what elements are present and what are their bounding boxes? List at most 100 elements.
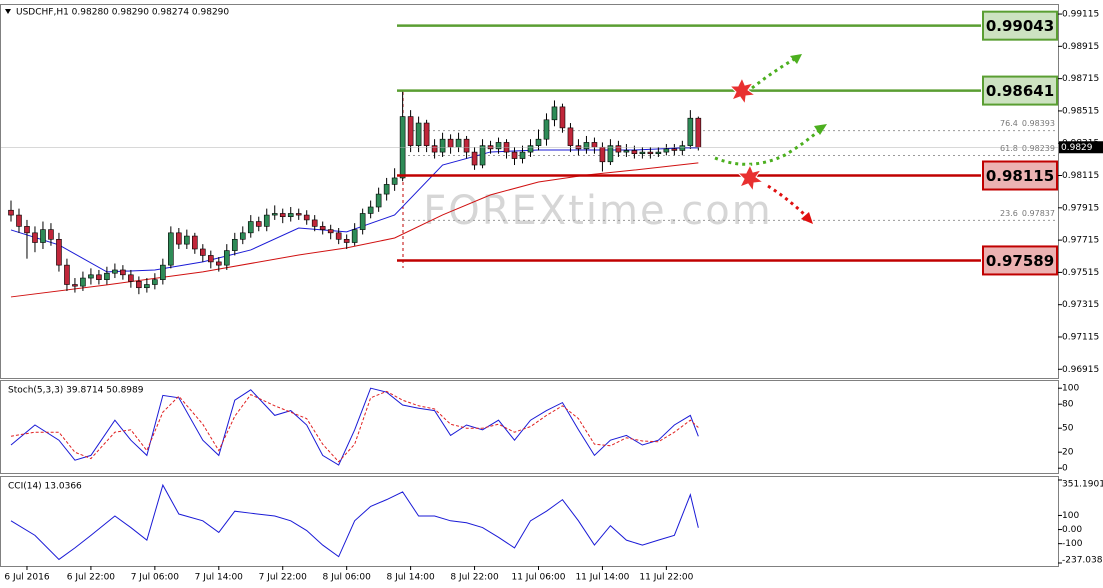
candle-body (679, 145, 686, 151)
candle-body (671, 148, 678, 151)
candle-body (471, 151, 478, 166)
candle-body (591, 142, 598, 148)
fib-label: 23.6 (1000, 209, 1018, 218)
level-box (982, 10, 1058, 41)
y-tick-label: 0.98915 (1062, 42, 1099, 52)
y-tick-label: 0 (1062, 464, 1068, 474)
breakout-icon (728, 76, 757, 106)
candle-body (8, 209, 14, 216)
x-tick-label: 7 Jul 06:00 (131, 573, 180, 583)
x-tick-label: 11 Jul 22:00 (639, 573, 693, 583)
arrow-head (790, 54, 802, 64)
candle-body (607, 145, 614, 163)
level-box (982, 245, 1058, 276)
y-tick-label: 100 (1062, 384, 1079, 394)
candle-body (375, 193, 382, 208)
indicator-line (10, 390, 699, 463)
breakout-icon (736, 163, 765, 193)
y-tick-label: 50 (1062, 424, 1074, 434)
bull-arrow (714, 126, 823, 166)
candle-body (551, 106, 558, 121)
level-label: 0.97589 (986, 252, 1054, 270)
y-tick-label: 0.97315 (1062, 300, 1099, 310)
y-tick-label: 0.98515 (1062, 106, 1099, 116)
fib-value: 0.97837 (1022, 209, 1055, 218)
candle-body (695, 117, 702, 148)
x-tick-label: 11 Jul 06:00 (511, 573, 565, 583)
y-tick-label: 0.97115 (1062, 332, 1099, 342)
candle-body (303, 214, 310, 221)
candle-body (335, 232, 342, 240)
candle-body (319, 226, 326, 230)
candle-body (383, 184, 390, 195)
candle-body (208, 255, 214, 263)
candle-body (535, 138, 542, 146)
y-tick-label: 0.96915 (1062, 365, 1099, 375)
y-tick-label: 0.97715 (1062, 236, 1099, 246)
candle-body (96, 274, 102, 280)
candle-body (623, 150, 630, 153)
candle-body (559, 106, 566, 129)
candle-body (543, 119, 550, 140)
candle-body (24, 226, 30, 234)
x-tick-label: 8 Jul 22:00 (450, 573, 499, 583)
candle-body (495, 142, 502, 150)
candle-body (431, 145, 438, 153)
candle-body (599, 146, 606, 163)
level-box (982, 160, 1058, 191)
candle-body (144, 284, 150, 289)
x-tick-label: 11 Jul 14:00 (575, 573, 629, 583)
candle-body (215, 261, 222, 266)
candle-body (112, 269, 118, 274)
y-tick-label: 20 (1062, 448, 1074, 458)
candle-body (519, 151, 526, 159)
fib-label: 61.8 (1000, 144, 1018, 153)
candle-body (343, 238, 350, 243)
candle-body (407, 116, 414, 146)
candle-body (120, 269, 126, 276)
candle-body (311, 219, 318, 227)
candle-body (511, 151, 518, 159)
stoch-title: Stoch(5,3,3) 39.8714 50.8989 (8, 386, 144, 396)
candle-body (639, 151, 646, 155)
candle-body (80, 277, 86, 287)
candle-body (32, 232, 38, 243)
candle-body (287, 213, 294, 217)
price-panel (0, 4, 1059, 379)
arrow-head (814, 124, 827, 135)
y-tick-label: 0.98115 (1062, 171, 1099, 181)
candle-body (351, 229, 358, 243)
candle-body (655, 151, 662, 155)
candle-body (279, 213, 286, 217)
candle-body (255, 221, 262, 227)
annotations (714, 54, 827, 224)
candle-body (128, 274, 134, 282)
x-tick-label: 7 Jul 14:00 (195, 573, 244, 583)
fib-value: 0.98239 (1022, 144, 1055, 153)
cci-title: CCI(14) 13.0366 (8, 482, 82, 492)
level-label: 0.98641 (986, 82, 1054, 100)
chart-title: USDCHF,H1 0.98280 0.98290 0.98274 0.9829… (16, 8, 229, 18)
candle-body (391, 177, 398, 185)
candle-body (439, 138, 446, 153)
candle-body (567, 127, 574, 146)
candle-body (168, 232, 174, 266)
candle-body (455, 138, 462, 148)
candle-body (239, 232, 246, 240)
candle-body (687, 117, 694, 146)
indicator-line (10, 387, 699, 466)
candle-body (463, 138, 470, 153)
candle-body (583, 142, 590, 150)
menu-icon (5, 9, 11, 14)
indicator-line (10, 483, 699, 561)
candle-body (527, 145, 534, 153)
candle-body (160, 264, 166, 280)
x-tick-label: 8 Jul 06:00 (323, 573, 372, 583)
candle-body (295, 213, 302, 216)
level-box (982, 75, 1058, 106)
y-tick-label: 0.97915 (1062, 203, 1099, 213)
candle-body (72, 284, 78, 287)
candle-body (40, 229, 46, 243)
fib-value: 0.98393 (1022, 119, 1055, 128)
x-tick-label: 6 Jul 2016 (4, 573, 49, 583)
